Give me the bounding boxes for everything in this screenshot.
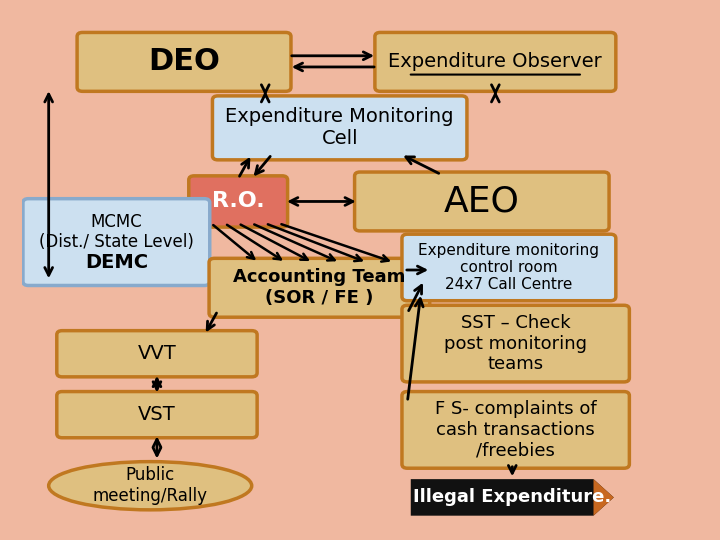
- Text: Public
meeting/Rally: Public meeting/Rally: [93, 467, 207, 505]
- FancyBboxPatch shape: [212, 96, 467, 160]
- FancyBboxPatch shape: [57, 392, 257, 438]
- FancyBboxPatch shape: [402, 234, 616, 301]
- FancyBboxPatch shape: [402, 392, 629, 468]
- Text: DEMC: DEMC: [85, 253, 148, 272]
- FancyBboxPatch shape: [23, 199, 210, 286]
- Text: Accounting Team
(SOR / FE ): Accounting Team (SOR / FE ): [233, 268, 405, 307]
- Text: (Dist./ State Level): (Dist./ State Level): [39, 233, 194, 251]
- Polygon shape: [593, 479, 613, 516]
- Text: AEO: AEO: [444, 185, 520, 219]
- FancyBboxPatch shape: [189, 176, 287, 227]
- Text: Expenditure Monitoring
Cell: Expenditure Monitoring Cell: [225, 107, 454, 148]
- Text: MCMC: MCMC: [91, 213, 143, 231]
- Text: VVT: VVT: [138, 345, 176, 363]
- Text: Illegal Expenditure.: Illegal Expenditure.: [413, 488, 611, 507]
- FancyBboxPatch shape: [402, 305, 629, 382]
- FancyBboxPatch shape: [375, 32, 616, 91]
- Ellipse shape: [49, 462, 252, 510]
- Text: SST – Check
post monitoring
teams: SST – Check post monitoring teams: [444, 314, 588, 373]
- Text: R.O.: R.O.: [212, 192, 264, 212]
- FancyBboxPatch shape: [77, 32, 291, 91]
- Text: VST: VST: [138, 405, 176, 424]
- Polygon shape: [410, 479, 613, 516]
- FancyBboxPatch shape: [57, 330, 257, 377]
- Text: F S- complaints of
cash transactions
/freebies: F S- complaints of cash transactions /fr…: [435, 400, 596, 460]
- Text: Expenditure monitoring
control room
24x7 Call Centre: Expenditure monitoring control room 24x7…: [418, 242, 599, 292]
- Text: Expenditure Observer: Expenditure Observer: [389, 52, 602, 71]
- Text: DEO: DEO: [148, 48, 220, 76]
- FancyBboxPatch shape: [354, 172, 609, 231]
- FancyBboxPatch shape: [209, 258, 430, 317]
